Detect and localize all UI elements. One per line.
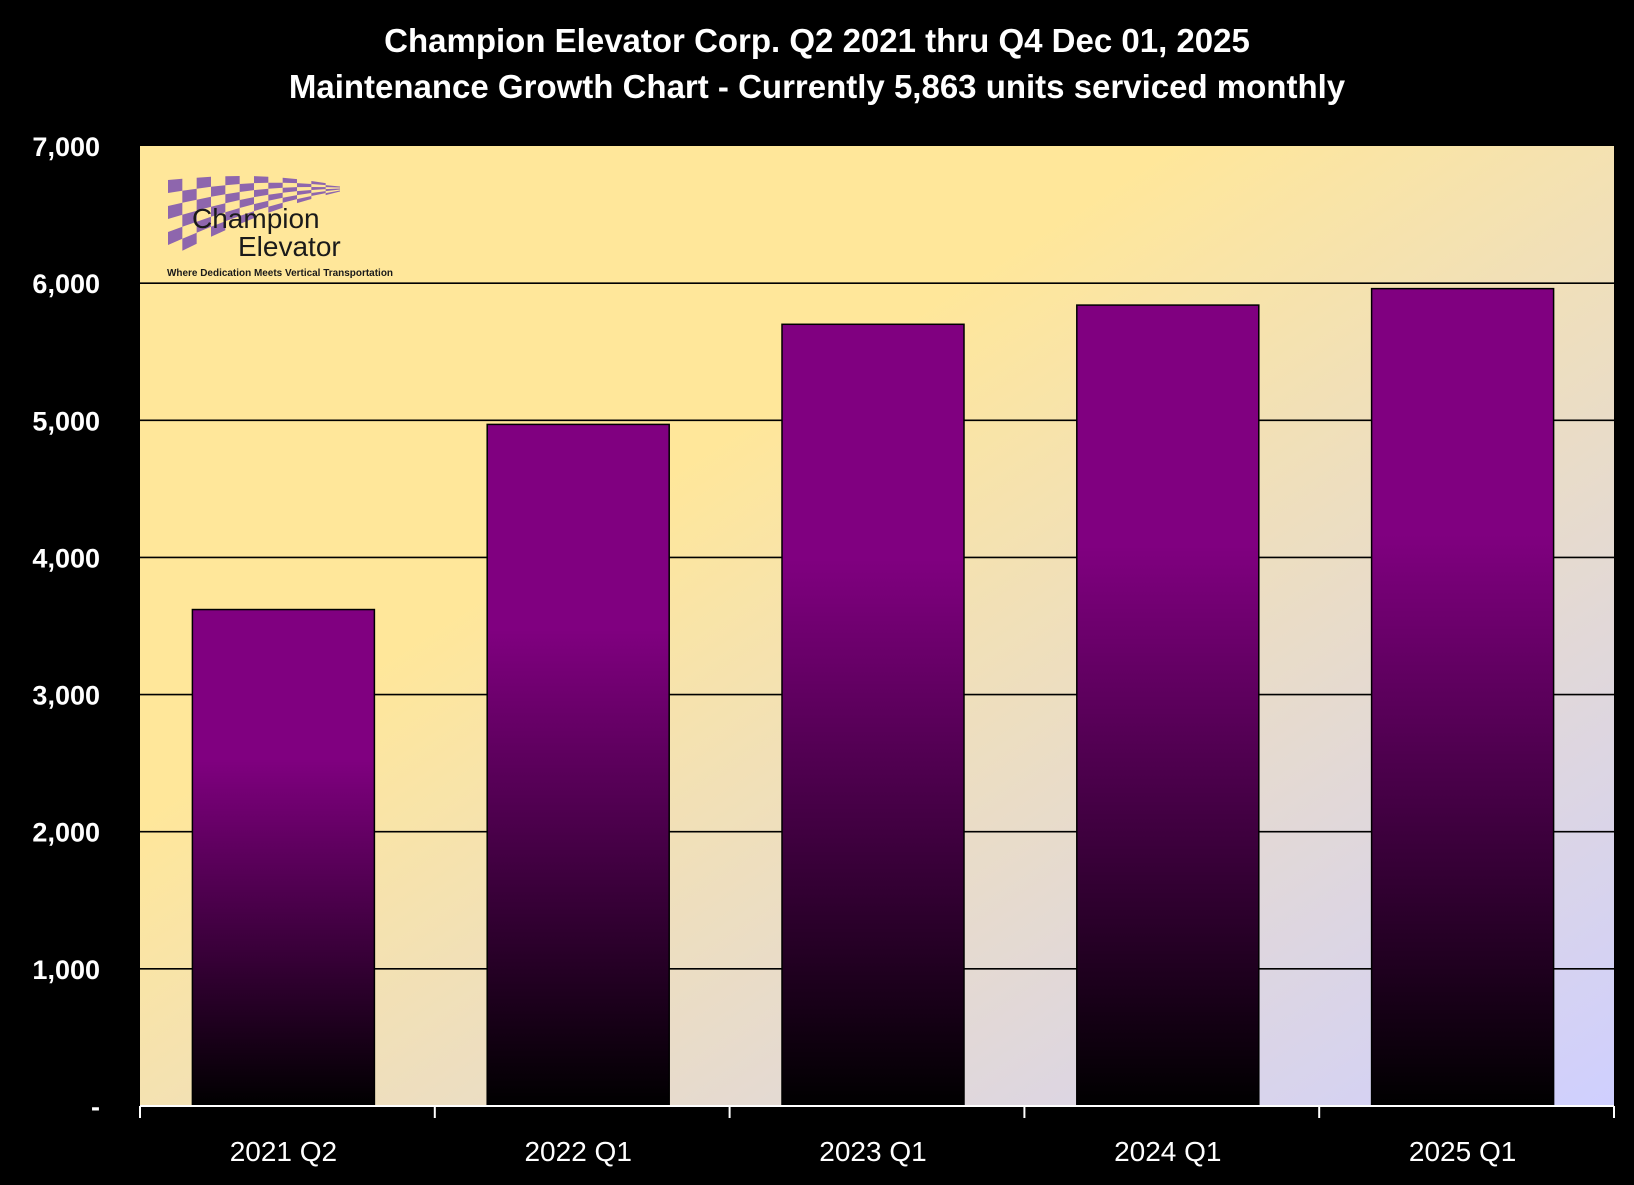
- checker-square: [168, 178, 183, 193]
- checker-square: [211, 185, 226, 197]
- x-tick-label: 2023 Q1: [819, 1136, 926, 1167]
- y-axis-ticks: - 1,000 2,000 3,000 4,000 5,000 6,000 7,000: [32, 132, 100, 1122]
- logo-tagline: Where Dedication Meets Vertical Transpor…: [167, 267, 393, 279]
- y-tick-label: 3,000: [32, 681, 100, 711]
- bar: [1370, 287, 1555, 1107]
- checker-square: [268, 182, 283, 189]
- logo-word-champion: Champion: [192, 203, 320, 234]
- checkered-flag-icon: [168, 175, 340, 251]
- checker-square: [239, 211, 254, 224]
- checker-square: [239, 183, 254, 192]
- checker-square: [254, 176, 269, 184]
- y-tick-label: 4,000: [32, 543, 100, 573]
- checker-square: [268, 192, 283, 201]
- checker-square: [325, 185, 340, 188]
- checker-square: [282, 195, 297, 203]
- bar-series: [191, 287, 1555, 1107]
- checker-square: [311, 191, 326, 197]
- checker-square: [196, 216, 211, 233]
- checker-square: [196, 196, 211, 211]
- bar: [486, 423, 670, 1107]
- x-tick-label: 2022 Q1: [524, 1136, 631, 1167]
- checker-square: [311, 187, 326, 191]
- checker-square: [297, 190, 312, 196]
- checker-square: [282, 177, 297, 184]
- checker-square: [182, 188, 197, 203]
- checker-square: [239, 197, 254, 208]
- checker-square: [325, 188, 340, 192]
- checker-square: [211, 221, 226, 237]
- chart-subtitle: Maintenance Growth Chart - Currently 5,8…: [289, 68, 1346, 105]
- checker-square: [325, 190, 340, 196]
- checker-square: [225, 191, 240, 204]
- checker-square: [211, 203, 226, 217]
- checker-square: [297, 183, 312, 188]
- y-tick-label: 2,000: [32, 818, 100, 848]
- y-tick-label: 6,000: [32, 269, 100, 299]
- checker-square: [268, 202, 283, 213]
- checker-square: [225, 175, 240, 186]
- x-tick-label: 2021 Q2: [230, 1136, 337, 1167]
- checker-square: [254, 188, 269, 198]
- bar: [1076, 304, 1260, 1107]
- checker-square: [225, 207, 240, 222]
- checker-square: [196, 176, 211, 189]
- checker-square: [182, 210, 197, 227]
- x-tick-label: 2024 Q1: [1114, 1136, 1221, 1167]
- x-tick-label: 2025 Q1: [1409, 1136, 1516, 1167]
- y-tick-label: 7,000: [32, 132, 100, 162]
- y-tick-label: -: [91, 1092, 100, 1122]
- logo-word-elevator: Elevator: [238, 231, 341, 262]
- y-tick-label: 5,000: [32, 406, 100, 436]
- checker-square: [282, 187, 297, 193]
- bar: [191, 608, 376, 1107]
- chart-title: Champion Elevator Corp. Q2 2021 thru Q4 …: [384, 22, 1250, 59]
- checker-square: [297, 196, 312, 204]
- bar: [781, 323, 965, 1107]
- checker-square: [254, 200, 269, 212]
- y-tick-label: 1,000: [32, 955, 100, 985]
- checker-square: [311, 181, 326, 186]
- checker-square: [168, 202, 183, 219]
- checker-square: [168, 226, 183, 245]
- checker-square: [182, 232, 197, 251]
- x-axis: 2021 Q2 2022 Q1 2023 Q1 2024 Q1 2025 Q1: [139, 1105, 1615, 1167]
- company-logo: Champion Elevator Where Dedication Meets…: [167, 175, 393, 279]
